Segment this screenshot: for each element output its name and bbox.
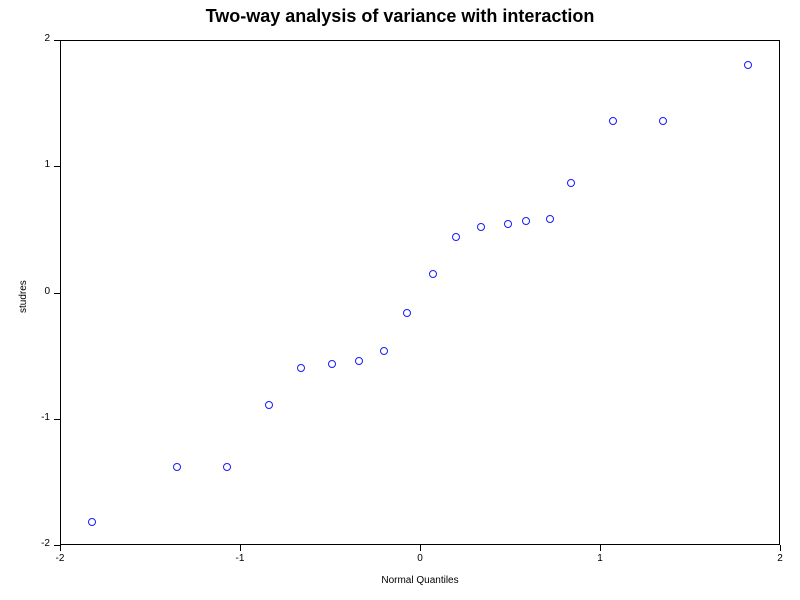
x-tick-mark: [240, 545, 241, 551]
y-tick-label: 2: [26, 33, 50, 44]
qq-plot: Two-way analysis of variance with intera…: [0, 0, 800, 600]
y-tick-mark: [54, 166, 60, 167]
y-tick-mark: [54, 545, 60, 546]
x-axis-label: Normal Quantiles: [60, 575, 780, 586]
chart-title: Two-way analysis of variance with intera…: [0, 6, 800, 27]
data-point: [380, 347, 388, 355]
x-tick-label: -1: [230, 553, 250, 564]
x-tick-mark: [600, 545, 601, 551]
data-point: [452, 233, 460, 241]
x-tick-label: -2: [50, 553, 70, 564]
y-tick-label: -1: [26, 412, 50, 423]
data-point: [546, 215, 554, 223]
y-tick-mark: [54, 419, 60, 420]
plot-area: -2-1012-2-1012: [60, 40, 780, 545]
data-point: [429, 270, 437, 278]
data-point: [609, 117, 617, 125]
plot-border: [60, 40, 780, 545]
data-point: [173, 463, 181, 471]
data-point: [522, 217, 530, 225]
data-point: [477, 223, 485, 231]
x-tick-mark: [420, 545, 421, 551]
y-tick-label: -2: [26, 538, 50, 549]
y-tick-label: 1: [26, 159, 50, 170]
x-tick-mark: [60, 545, 61, 551]
data-point: [567, 179, 575, 187]
x-tick-label: 1: [590, 553, 610, 564]
x-tick-label: 0: [410, 553, 430, 564]
x-tick-label: 2: [770, 553, 790, 564]
y-tick-mark: [54, 293, 60, 294]
data-point: [355, 357, 363, 365]
data-point: [265, 401, 273, 409]
y-tick-mark: [54, 40, 60, 41]
data-point: [659, 117, 667, 125]
data-point: [744, 61, 752, 69]
x-tick-mark: [780, 545, 781, 551]
y-tick-label: 0: [26, 286, 50, 297]
